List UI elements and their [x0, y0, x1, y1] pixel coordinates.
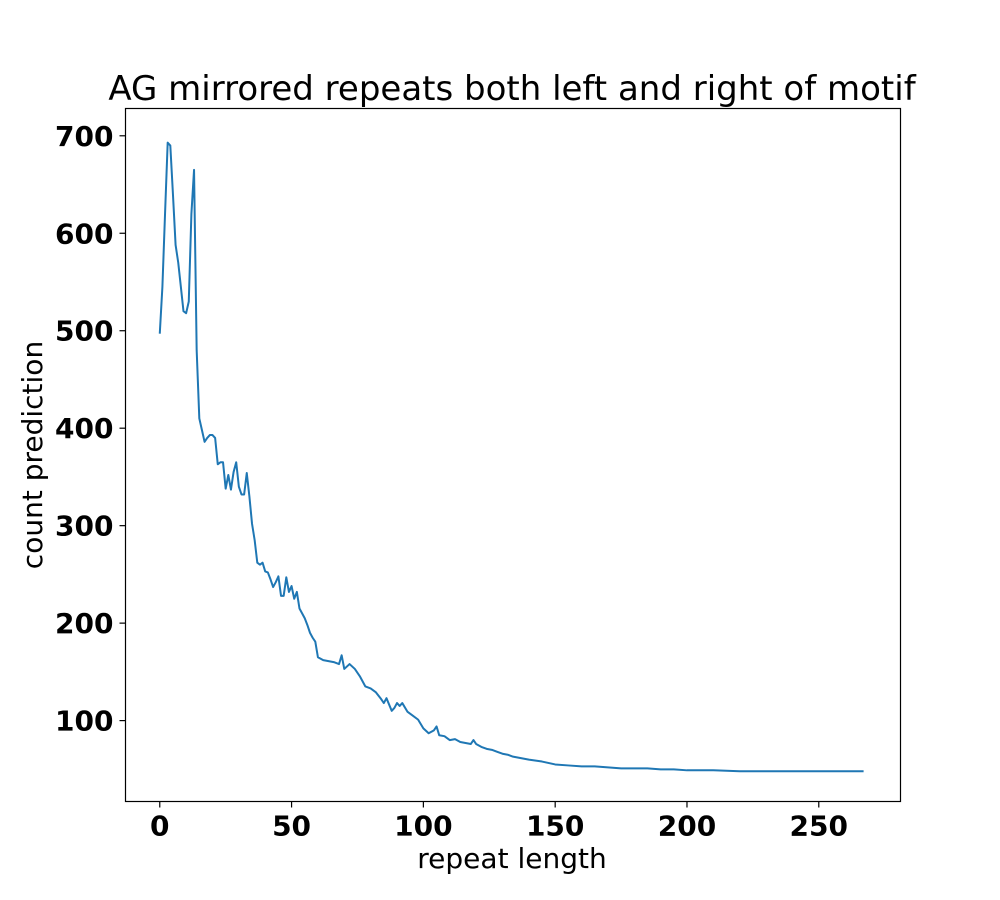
- y-tick-label: 500: [55, 315, 113, 348]
- y-axis-label: count prediction: [16, 341, 49, 569]
- x-axis: 0 50 100 150 200 250: [150, 801, 848, 843]
- x-tick-label: 250: [790, 810, 848, 843]
- x-tick-label: 0: [150, 810, 169, 843]
- x-tick-label: 50: [272, 810, 311, 843]
- chart-title: AG mirrored repeats both left and right …: [108, 69, 916, 109]
- y-axis: 100 200 300 400 500 600 700: [55, 120, 126, 738]
- y-tick-label: 600: [55, 217, 113, 250]
- x-tick-label: 150: [526, 810, 584, 843]
- y-tick-label: 100: [55, 705, 113, 738]
- y-tick-label: 300: [55, 510, 113, 543]
- x-tick-label: 200: [658, 810, 716, 843]
- plot-area: [158, 141, 864, 773]
- x-axis-label: repeat length: [417, 842, 606, 875]
- x-tick-label: 100: [394, 810, 452, 843]
- y-tick-label: 700: [55, 120, 113, 153]
- series-line-0: [158, 141, 864, 773]
- plot-frame: [124, 107, 902, 803]
- y-tick-label: 400: [55, 412, 113, 445]
- y-tick-label: 200: [55, 607, 113, 640]
